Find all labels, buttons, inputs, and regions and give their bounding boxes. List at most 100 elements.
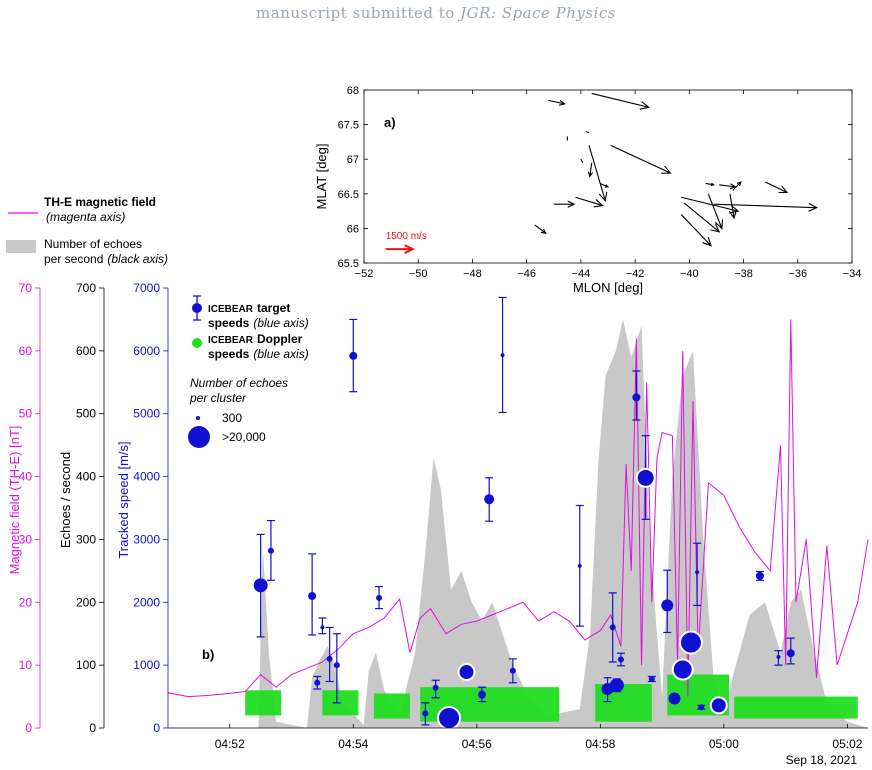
x-tick-label-a-1: −50: [409, 268, 428, 280]
target-point-17: [577, 563, 582, 568]
scale-vector-head: [404, 244, 416, 254]
velocity-vector-6-head: [587, 171, 593, 178]
legend-target-smallcaps: ICEBEAR: [208, 304, 254, 315]
y-tick-label-a-0: 65.5: [338, 258, 359, 270]
legend-size-small-marker: [196, 416, 200, 420]
magnetic-tick-label-6: 60: [19, 344, 33, 358]
speed-tick-label-3: 3000: [133, 532, 160, 546]
x-tick-label-a-7: −38: [734, 268, 753, 280]
target-point-29: [695, 570, 700, 575]
target-point-5: [326, 655, 333, 662]
x-tick-label-a-6: −40: [680, 268, 699, 280]
target-point-4: [320, 625, 325, 630]
legend-doppler-note: (blue axis): [253, 347, 308, 361]
header-prefix: manuscript submitted to: [256, 4, 461, 22]
magnetic-tick-label-4: 40: [19, 470, 33, 484]
header-journal: JGR: Space Physics: [460, 4, 616, 22]
manuscript-header: manuscript submitted to JGR: Space Physi…: [0, 4, 872, 22]
y-tick-label-a-4: 67.5: [338, 120, 359, 132]
velocity-vector-14-head: [778, 185, 789, 193]
target-point-34: [786, 649, 795, 658]
time-tick-label-0: 04:52: [215, 737, 245, 751]
target-point-1: [267, 547, 274, 554]
velocity-vector-21: [713, 203, 817, 209]
magnetic-axis-label: Magnetic field (TH-E) [nT]: [7, 426, 22, 575]
legend-size-title-1: Number of echoes: [190, 376, 288, 390]
legend-doppler-speeds: speeds: [208, 347, 250, 361]
x-tick-label-a-0: −52: [355, 268, 374, 280]
magnetic-tick-label-0: 0: [25, 721, 32, 735]
velocity-vector-4-head: [598, 191, 608, 202]
legend-size-title-2: per cluster: [189, 391, 247, 405]
speed-axis-label: Tracked speed [m/s]: [116, 441, 131, 558]
echo-tick-label-4: 400: [76, 470, 96, 484]
doppler-band-6: [734, 696, 858, 719]
y-tick-label-a-3: 67: [347, 154, 359, 166]
magnetic-tick-label-2: 20: [19, 595, 33, 609]
target-point-22: [632, 393, 641, 402]
legend-magnetic-title: TH-E magnetic field: [44, 195, 156, 209]
target-point-23: [635, 467, 656, 488]
date-label: Sep 18, 2021: [786, 753, 858, 767]
velocity-vector-16-head: [729, 204, 740, 214]
velocity-vector-19-head: [728, 209, 738, 220]
x-tick-label-a-5: −42: [626, 268, 645, 280]
time-tick-label-3: 04:58: [585, 737, 615, 751]
time-tick-label-5: 05:02: [832, 737, 862, 751]
velocity-vector-13: [719, 184, 736, 188]
speed-tick-label-7: 7000: [133, 281, 160, 295]
echo-tick-label-7: 700: [76, 281, 96, 295]
magnetic-tick-label-3: 30: [19, 532, 33, 546]
target-point-2: [308, 592, 317, 600]
target-point-30: [698, 704, 705, 711]
velocity-vector-18: [707, 193, 723, 229]
legend-size-large: >20,000: [222, 430, 266, 444]
legend-doppler-marker: [192, 338, 202, 348]
target-point-7: [349, 351, 358, 360]
left-legend: TH-E magnetic field (magenta axis) Numbe…: [6, 195, 168, 266]
velocity-vector-15: [732, 181, 742, 191]
echo-tick-label-6: 600: [76, 344, 96, 358]
target-point-16: [509, 667, 516, 674]
panel-a-quiver: −52 −50 −48 −46 −44 −42 −40 −38 −36 −34 65.5 66 66.5…: [314, 85, 861, 295]
panel-a-label: a): [384, 115, 396, 130]
target-point-6: [333, 662, 340, 669]
velocity-vector-15-head: [736, 181, 742, 187]
time-tick-label-2: 04:56: [462, 737, 492, 751]
panel-a-vectors: [385, 92, 819, 254]
legend-doppler-smallcaps: ICEBEAR: [208, 335, 254, 346]
target-point-9: [422, 710, 429, 717]
legend-doppler-line1: ICEBEAR Doppler: [208, 332, 303, 346]
velocity-vector-10-head: [593, 199, 604, 208]
x-tick-label-a-8: −36: [788, 268, 807, 280]
velocity-vector-17: [683, 202, 720, 233]
legend-echoes-note: (black axis): [107, 252, 168, 266]
velocity-vector-1: [591, 92, 649, 108]
velocity-vector-11-head: [540, 228, 547, 235]
target-point-10: [432, 684, 439, 691]
speed-tick-label-0: 0: [153, 721, 160, 735]
speed-tick-label-4: 4000: [133, 470, 160, 484]
doppler-band-0: [245, 690, 282, 716]
echo-tick-label-3: 300: [76, 532, 96, 546]
velocity-vector-4: [588, 145, 606, 201]
target-point-27: [671, 658, 694, 681]
panel-b-axes: 04:52 04:54 04:56 04:58 05:00 05:02 0 10 20 30 40 5…: [19, 281, 868, 751]
velocity-vector-9-head: [567, 200, 576, 208]
legend-target-speeds: speeds: [208, 316, 250, 330]
panel-b-timeseries: 04:52 04:54 04:56 04:58 05:00 05:02 0 10 20 30 40 5…: [7, 281, 869, 767]
legend-size-small: 300: [222, 411, 242, 425]
panel-b-legend: ICEBEAR target speeds (blue axis) ICEBEAR D…: [188, 295, 309, 448]
legend-size-large-marker: [188, 426, 210, 448]
legend-target-line2: speeds (blue axis): [208, 316, 309, 330]
target-point-25: [661, 599, 674, 612]
velocity-vector-7: [610, 144, 671, 174]
velocity-vector-5: [580, 158, 584, 163]
target-point-14: [484, 494, 495, 505]
velocity-vector-8-head: [604, 184, 610, 188]
velocity-vector-3: [586, 131, 590, 134]
speed-tick-label-5: 5000: [133, 407, 160, 421]
target-point-26: [668, 692, 681, 705]
target-point-24: [648, 675, 655, 682]
doppler-speeds: [245, 674, 858, 722]
